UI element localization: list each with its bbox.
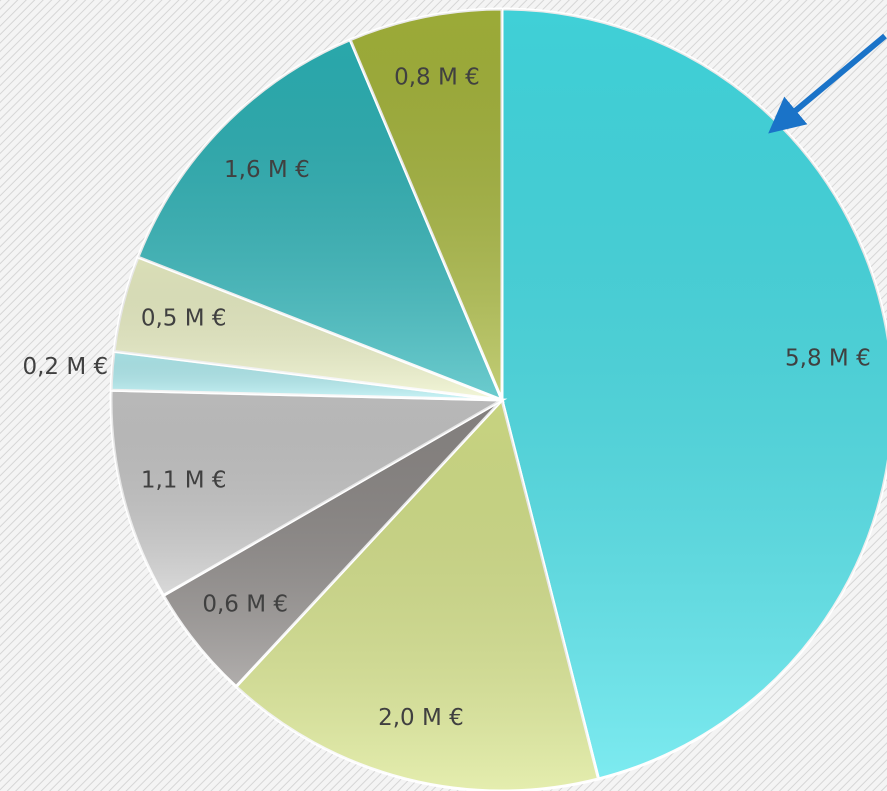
- data-label: 2,0 M €: [378, 705, 464, 731]
- arrow: [768, 33, 887, 134]
- data-label: 1,1 M €: [141, 468, 227, 494]
- slice-shade: [502, 9, 887, 779]
- slice-shade: [236, 400, 599, 791]
- data-label: 1,6 M €: [224, 157, 310, 183]
- slice-shade: [138, 39, 502, 401]
- data-label: 0,2 M €: [22, 354, 108, 380]
- pie: [109, 7, 887, 791]
- slice-shade: [111, 390, 503, 596]
- slice-shade: [114, 257, 502, 400]
- data-label: 5,8 M €: [785, 346, 871, 372]
- data-label: 0,6 M €: [202, 591, 288, 617]
- labels: 5,8 M € 2,0 M € 0,6 M € 1,1 M € 0,2 M € 0,5 M…: [22, 65, 870, 731]
- slice-shade: [163, 400, 502, 687]
- data-label: 0,5 M €: [141, 305, 227, 331]
- slice-shade: [350, 8, 502, 400]
- data-label: 0,8 M €: [394, 65, 480, 91]
